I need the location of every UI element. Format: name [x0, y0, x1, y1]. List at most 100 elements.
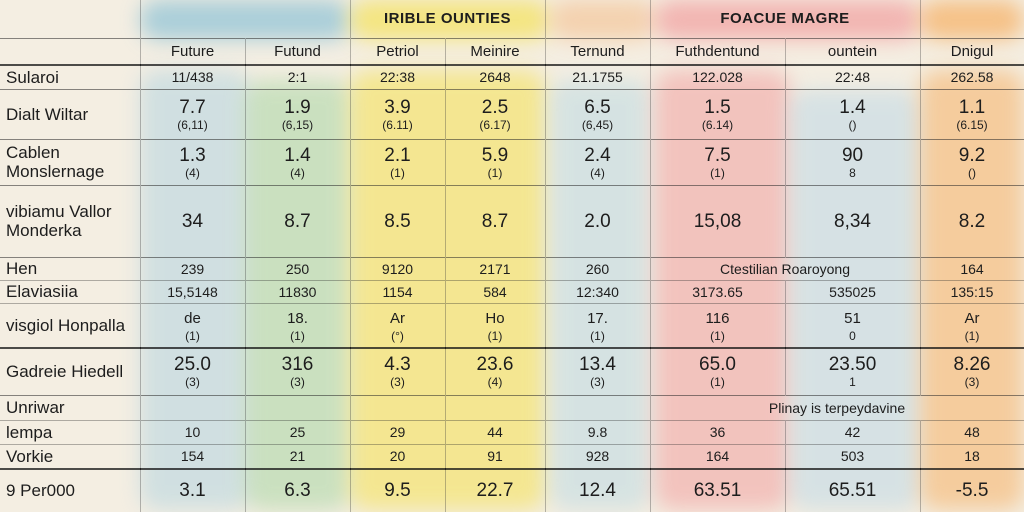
cell-value: 8.26	[953, 354, 991, 376]
table-cell: 20	[350, 444, 446, 469]
cell-subvalue: (1)	[390, 165, 405, 180]
table-cell: 503	[785, 444, 921, 469]
cell-value: 90	[841, 144, 864, 166]
row-label: vibiamu Vallor Monderka	[0, 185, 141, 257]
cell-subvalue: 8	[849, 165, 856, 180]
table-cell: 8.2	[920, 185, 1024, 257]
table-cell: 1154	[350, 280, 446, 303]
cell-value: 7.7	[179, 96, 206, 118]
cell-value: 1.1	[958, 96, 986, 118]
cell-subvalue: (1)	[710, 375, 725, 390]
table-cell: 928	[545, 444, 651, 469]
table-cell: 44	[445, 420, 546, 444]
cell-subvalue: (6.15)	[956, 117, 988, 132]
column-header: Future	[140, 38, 246, 65]
table-cell	[245, 395, 351, 420]
table-row: visgiol Honpalla de (1) 18. (1) Ar (°) Ho (1…	[0, 303, 1024, 348]
table-row: Hen 239 250 9120 2171 260 Ctestilian Roa…	[0, 257, 1024, 280]
table-cell: 164	[650, 444, 786, 469]
cell-value: 5.9	[481, 144, 509, 166]
row-label: visgiol Honpalla	[0, 303, 141, 348]
table-cell: 34	[140, 185, 246, 257]
cell-value: 7.5	[704, 144, 731, 166]
table-row: Elaviasiia 15,5148 11830 1154 584 12:340…	[0, 280, 1024, 303]
table-cell: 5.9 (1)	[445, 139, 546, 185]
table-cell: 164	[920, 257, 1024, 280]
cell-value: 6.3	[284, 480, 311, 502]
table-cell: 23.50 1	[785, 348, 921, 395]
table-cell	[445, 395, 546, 420]
cell-subvalue: (6,45)	[581, 117, 614, 132]
table-cell: 25.0 (3)	[140, 348, 246, 395]
table-cell: Ho (1)	[445, 303, 546, 348]
cell-value: 9.2	[958, 144, 986, 166]
cell-value: 2.5	[481, 96, 509, 118]
cell-value: -5.5	[955, 480, 989, 502]
table-row: Gadreie Hiedell 25.0 (3) 316 (3) 4.3 (3) 23…	[0, 348, 1024, 395]
table-cell: 239	[140, 257, 246, 280]
cell-value: 15,08	[693, 210, 742, 232]
cell-subvalue: (4)	[487, 375, 503, 390]
cell-subvalue: (4)	[290, 165, 305, 180]
column-header: Dnigul	[920, 38, 1024, 65]
table-cell: 9120	[350, 257, 446, 280]
row-label: Vorkie	[0, 444, 141, 469]
cell-value: 25.0	[174, 354, 211, 376]
table-row: vibiamu Vallor Monderka 34 8.7 8.5 8.7 2…	[0, 185, 1024, 257]
cell-subvalue: (1)	[590, 328, 605, 343]
cell-value: 23.50	[828, 354, 877, 376]
column-header: Petriol	[350, 38, 446, 65]
column-header: Meinire	[445, 38, 546, 65]
column-header: ountein	[785, 38, 921, 65]
column-header: Futhdentund	[650, 38, 786, 65]
cell-subvalue: (1)	[964, 328, 980, 343]
table-cell: Ar (°)	[350, 303, 446, 348]
cell-value: Ar	[964, 309, 980, 327]
table-row: Vorkie 154 21 20 91 928 164 503 18	[0, 444, 1024, 469]
cell-value: 22.7	[476, 480, 514, 502]
cell-subvalue: (1)	[487, 165, 503, 180]
table-cell: 8.7	[245, 185, 351, 257]
cell-subvalue: (3)	[290, 375, 305, 390]
table-cell: 8.7	[445, 185, 546, 257]
table-cell: de (1)	[140, 303, 246, 348]
table-cell: 22:38	[350, 65, 446, 89]
cell-subvalue: (1)	[710, 328, 725, 343]
cell-value: 3.1	[179, 480, 206, 502]
cell-subvalue: (1)	[185, 328, 200, 343]
cell-value: 1.3	[179, 144, 206, 166]
table-cell	[545, 395, 651, 420]
table-cell: 9.5	[350, 469, 446, 512]
table-cell: 8.5	[350, 185, 446, 257]
cell-value: 2.1	[384, 144, 411, 166]
table-cell: 8,34	[785, 185, 921, 257]
cell-value: 1.9	[284, 96, 311, 118]
table-cell: 25	[245, 420, 351, 444]
group-header-4: FOACUE MAGRE	[650, 0, 921, 38]
cell-value: 65.51	[828, 480, 877, 502]
table-cell: 12:340	[545, 280, 651, 303]
cell-value: Ho	[485, 309, 505, 327]
cell-subvalue: (6,11)	[177, 117, 208, 132]
cell-subvalue: (3)	[590, 375, 605, 390]
table-cell: -5.5	[920, 469, 1024, 512]
cell-subvalue: (3)	[964, 375, 980, 390]
table-cell: 1.9 (6,15)	[245, 89, 351, 139]
corner-cell	[0, 0, 141, 38]
table-cell: 116 (1)	[650, 303, 786, 348]
cell-value: 8,34	[834, 210, 871, 232]
cell-value: 17.	[587, 309, 608, 327]
row-label: lempa	[0, 420, 141, 444]
table-cell: 3.1	[140, 469, 246, 512]
cell-value: 65.0	[699, 354, 736, 376]
table-cell: 1.3 (4)	[140, 139, 246, 185]
group-header-5	[920, 0, 1024, 38]
table-cell: 3.9 (6.11)	[350, 89, 446, 139]
table-cell: 584	[445, 280, 546, 303]
cell-value: 63.51	[693, 480, 742, 502]
cell-subvalue: (4)	[185, 165, 200, 180]
table-cell: 36	[650, 420, 786, 444]
table-cell: 48	[920, 420, 1024, 444]
cell-value: 8.5	[384, 210, 411, 232]
